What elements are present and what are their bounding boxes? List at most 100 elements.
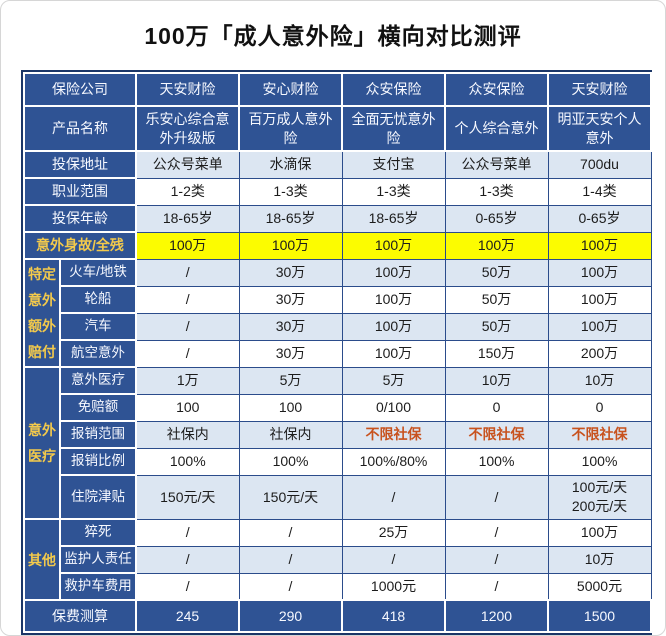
table-row-deductible: 免赔额 100 100 0/100 0 0 — [24, 393, 652, 422]
value-cell: 100万 — [341, 312, 446, 341]
value-cell: / — [135, 312, 240, 341]
value-cell: 150元/天 — [238, 474, 343, 520]
value-cell: 公众号菜单 — [135, 150, 240, 179]
table-row-aviation: 航空意外 / 30万 100万 150万 200万 — [24, 339, 652, 368]
value-cell: / — [135, 518, 240, 547]
company-cell: 众安保险 — [341, 72, 446, 107]
group-label-accident-medical: 意外 医疗 — [23, 366, 61, 520]
row-label-car: 汽车 — [59, 312, 137, 341]
row-label-insurance-company: 保险公司 — [23, 72, 137, 107]
value-cell: 1-3类 — [444, 177, 549, 206]
company-cell: 众安保险 — [444, 72, 549, 107]
product-cell: 全面无忧意外险 — [341, 105, 446, 152]
group-label-specific-accident-extra-pay: 特定 意外 额外 赔付 — [23, 258, 61, 368]
group-label-other: 其他 — [23, 518, 61, 601]
value-cell: 30万 — [238, 258, 343, 287]
value-cell: 18-65岁 — [341, 204, 446, 233]
value-cell: 100 — [238, 393, 343, 422]
row-label-accident-medical: 意外医疗 — [59, 366, 137, 395]
value-cell: 1-2类 — [135, 177, 240, 206]
table-row-ship: 轮船 / 30万 100万 50万 100万 — [24, 285, 652, 314]
value-cell: / — [444, 474, 549, 520]
row-label-guardian-liability: 监护人责任 — [59, 545, 137, 574]
premium-cell: 290 — [238, 599, 343, 633]
table-row-ambulance-fee: 救护车费用 / / 1000元 / 5000元 — [24, 572, 652, 601]
value-cell: 30万 — [238, 285, 343, 314]
value-cell: 支付宝 — [341, 150, 446, 179]
value-cell: 50万 — [444, 285, 549, 314]
row-label-train-subway: 火车/地铁 — [59, 258, 137, 287]
value-cell: / — [135, 572, 240, 601]
value-cell: 100万 — [547, 312, 652, 341]
company-cell: 安心财险 — [238, 72, 343, 107]
value-cell: / — [444, 545, 549, 574]
value-cell: 100% — [135, 447, 240, 476]
value-cell: / — [341, 474, 446, 520]
premium-cell: 1200 — [444, 599, 549, 633]
table-row-purchase-channel: 投保地址 公众号菜单 水滴保 支付宝 公众号菜单 700du — [23, 150, 652, 179]
value-cell: 18-65岁 — [238, 204, 343, 233]
comparison-table: 保险公司 天安财险 安心财险 众安保险 众安保险 天安财险 产品名称 乐安心综合… — [21, 70, 652, 635]
product-cell: 乐安心综合意外升级版 — [135, 105, 240, 152]
row-label-ambulance-fee: 救护车费用 — [59, 572, 137, 601]
value-cell: 100万 — [341, 339, 446, 368]
value-cell: 10万 — [547, 366, 652, 395]
table-row-sudden-death: 其他 猝死 / / 25万 / 100万 — [23, 518, 652, 601]
value-cell: 100%/80% — [341, 447, 446, 476]
table-row-hospital-allowance: 住院津贴 150元/天 150元/天 / / 100元/天 200元/天 — [24, 474, 652, 520]
value-cell: 30万 — [238, 312, 343, 341]
value-cell: 30万 — [238, 339, 343, 368]
table-row-accidental-death: 意外身故/全残 100万 100万 100万 100万 100万 — [23, 231, 652, 260]
value-cell: 5万 — [238, 366, 343, 395]
value-cell: 100% — [444, 447, 549, 476]
value-cell: 社保内 — [135, 420, 240, 449]
value-cell: 5000元 — [547, 572, 652, 601]
value-cell: 不限社保 — [444, 420, 549, 449]
row-label-purchase-channel: 投保地址 — [23, 150, 137, 179]
row-label-accidental-death: 意外身故/全残 — [23, 231, 137, 260]
row-label-ship: 轮船 — [59, 285, 137, 314]
value-cell: 0 — [547, 393, 652, 422]
value-cell: / — [341, 545, 446, 574]
row-label-reimbursement-ratio: 报销比例 — [59, 447, 137, 476]
row-label-entry-age: 投保年龄 — [23, 204, 137, 233]
row-label-hospital-allowance: 住院津贴 — [59, 474, 137, 520]
table-row-occupation-class: 职业范围 1-2类 1-3类 1-3类 1-3类 1-4类 — [23, 177, 652, 206]
value-cell: 100% — [238, 447, 343, 476]
value-cell: / — [238, 518, 343, 547]
value-cell: 200万 — [547, 339, 652, 368]
row-label-sudden-death: 猝死 — [59, 518, 137, 547]
value-cell: / — [135, 258, 240, 287]
product-cell: 明亚天安个人意外 — [547, 105, 652, 152]
value-cell: 1-3类 — [238, 177, 343, 206]
row-label-product-name: 产品名称 — [23, 105, 137, 152]
value-cell: / — [135, 545, 240, 574]
value-cell: 100元/天 200元/天 — [547, 474, 652, 520]
value-cell: 100 — [135, 393, 240, 422]
value-cell: 100万 — [135, 231, 240, 260]
table-row-reimbursement-ratio: 报销比例 100% 100% 100%/80% 100% 100% — [24, 447, 652, 476]
row-label-deductible: 免赔额 — [59, 393, 137, 422]
value-cell: 不限社保 — [341, 420, 446, 449]
table-row-product-name: 产品名称 乐安心综合意外升级版 百万成人意外险 全面无忧意外险 个人综合意外 明… — [23, 105, 652, 152]
table-row-companies: 保险公司 天安财险 安心财险 众安保险 众安保险 天安财险 — [23, 72, 652, 107]
value-cell: 1-3类 — [341, 177, 446, 206]
value-cell: 0-65岁 — [444, 204, 549, 233]
product-cell: 百万成人意外险 — [238, 105, 343, 152]
premium-cell: 1500 — [547, 599, 652, 633]
value-cell: 100万 — [341, 285, 446, 314]
company-cell: 天安财险 — [547, 72, 652, 107]
row-label-reimbursement-scope: 报销范围 — [59, 420, 137, 449]
table-row-accident-medical: 意外 医疗 意外医疗 1万 5万 5万 10万 10万 — [23, 366, 652, 520]
table-row-reimbursement-scope: 报销范围 社保内 社保内 不限社保 不限社保 不限社保 — [24, 420, 652, 449]
value-cell: 50万 — [444, 312, 549, 341]
value-cell: 10万 — [444, 366, 549, 395]
table-row-train-subway: 特定 意外 额外 赔付 火车/地铁 / 30万 100万 50万 100万 — [23, 258, 652, 368]
value-cell: 100万 — [547, 258, 652, 287]
table-row-entry-age: 投保年龄 18-65岁 18-65岁 18-65岁 0-65岁 0-65岁 — [23, 204, 652, 233]
table-row-car: 汽车 / 30万 100万 50万 100万 — [24, 312, 652, 341]
value-cell: 100万 — [238, 231, 343, 260]
value-cell: 100万 — [444, 231, 549, 260]
value-cell: 700du — [547, 150, 652, 179]
